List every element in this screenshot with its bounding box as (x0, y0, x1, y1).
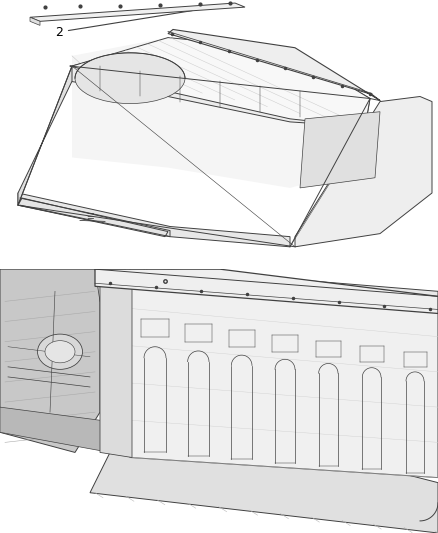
Text: 1: 1 (311, 74, 338, 125)
Polygon shape (90, 453, 438, 533)
Polygon shape (18, 66, 72, 205)
Polygon shape (70, 41, 370, 127)
Polygon shape (70, 38, 370, 127)
Polygon shape (95, 269, 438, 313)
Polygon shape (130, 271, 438, 478)
Polygon shape (95, 269, 140, 311)
Text: 3: 3 (380, 306, 388, 335)
Polygon shape (168, 29, 380, 101)
Polygon shape (130, 266, 438, 301)
Polygon shape (300, 112, 380, 188)
Polygon shape (0, 407, 115, 453)
Ellipse shape (75, 53, 185, 103)
Text: 4: 4 (110, 282, 162, 306)
Text: ☰: ☰ (86, 212, 94, 221)
Ellipse shape (45, 341, 75, 363)
Polygon shape (30, 17, 40, 26)
Polygon shape (100, 271, 132, 457)
Polygon shape (0, 269, 100, 453)
Text: 2: 2 (55, 11, 192, 38)
Polygon shape (18, 193, 290, 247)
Polygon shape (30, 3, 245, 21)
Polygon shape (72, 38, 370, 188)
Polygon shape (18, 198, 168, 237)
Polygon shape (295, 96, 432, 247)
Ellipse shape (38, 334, 82, 369)
